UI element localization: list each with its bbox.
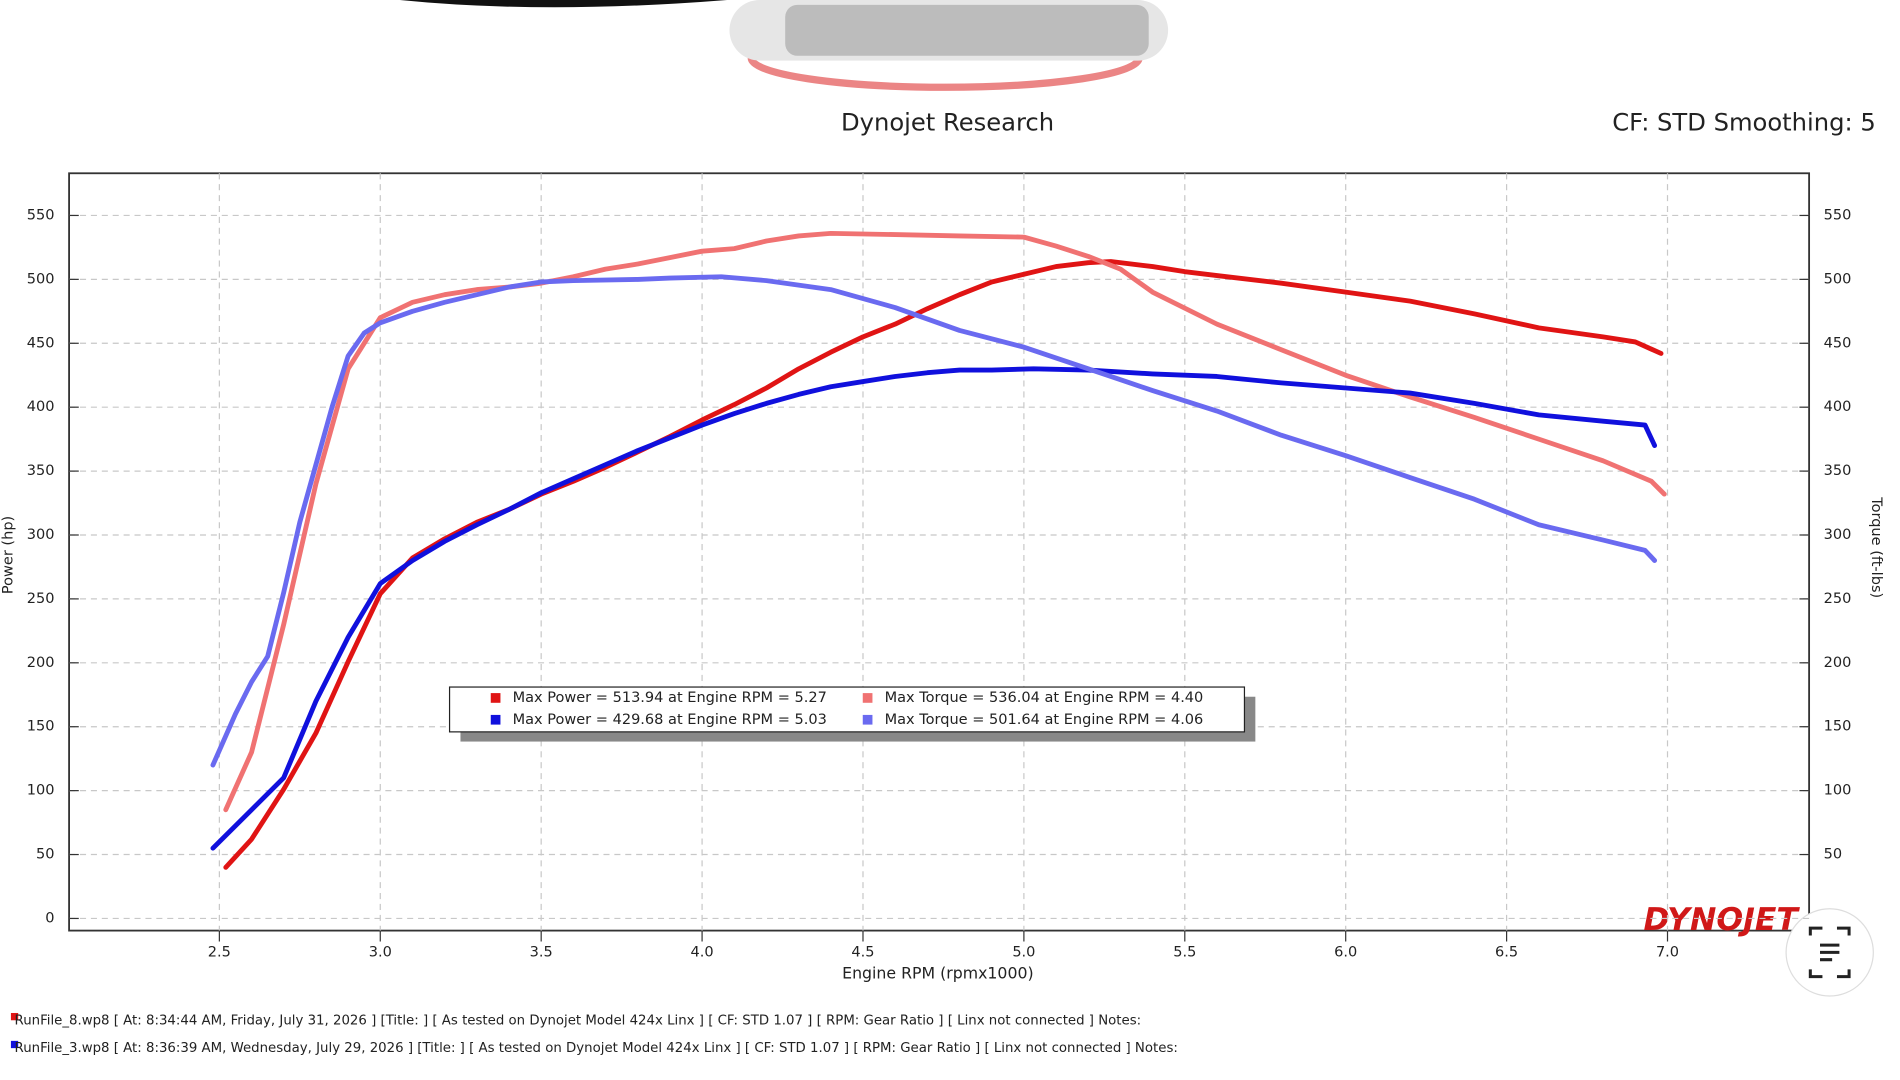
plot-area — [68, 172, 1811, 932]
legend-label: Max Torque = 501.64 at Engine RPM = 4.06 — [885, 712, 1204, 728]
y2-tick-label: 550 — [1824, 207, 1852, 223]
x-tick-label: 5.5 — [1173, 944, 1196, 960]
top-shape — [399, 0, 728, 8]
y-tick-label: 550 — [27, 207, 55, 223]
y-tick-label: 400 — [27, 399, 55, 415]
y-tick-label: 300 — [27, 527, 55, 543]
legend-swatch — [862, 693, 873, 703]
x-tick-label: 7.0 — [1656, 944, 1679, 960]
y2-tick-label: 50 — [1824, 847, 1843, 863]
x-tick-label: 3.0 — [369, 944, 392, 960]
series-line — [210, 366, 1658, 851]
x-tick-label: 6.0 — [1334, 944, 1357, 960]
y-tick-label: 250 — [27, 591, 55, 607]
y2-tick-label: 450 — [1824, 335, 1852, 351]
legend — [448, 686, 1246, 733]
series-line — [223, 230, 1667, 813]
x-tick-label: 3.5 — [530, 944, 553, 960]
y-tick-label: 450 — [27, 335, 55, 351]
y-tick-label: 0 — [45, 910, 54, 926]
y2-tick-label: 150 — [1824, 719, 1852, 735]
x-tick-label: 4.0 — [691, 944, 714, 960]
legend-swatch — [490, 693, 501, 703]
y2-tick-label: 350 — [1824, 463, 1852, 479]
footer-marker — [10, 1012, 19, 1021]
chart-title: Dynojet Research — [841, 109, 1054, 137]
logo: DYNOJET — [1643, 902, 1800, 938]
legend-label: Max Power = 429.68 at Engine RPM = 5.03 — [513, 712, 827, 728]
chart-subtitle: CF: STD Smoothing: 5 — [1612, 109, 1875, 137]
y-axis-label: Power (hp) — [0, 516, 16, 594]
x-tick-label: 6.5 — [1495, 944, 1518, 960]
y-tick-label: 350 — [27, 463, 55, 479]
y-tick-label: 150 — [27, 719, 55, 735]
footer-line: RunFile_8.wp8 [ At: 8:34:44 AM, Friday, … — [15, 1013, 1142, 1028]
footer-line: RunFile_3.wp8 [ At: 8:36:39 AM, Wednesda… — [15, 1041, 1178, 1056]
y2-axis-label: Torque (ft-lbs) — [1868, 496, 1884, 598]
y2-tick-label: 400 — [1824, 399, 1852, 415]
y2-tick-label: 500 — [1824, 271, 1852, 287]
x-tick-label: 5.0 — [1012, 944, 1035, 960]
y-tick-label: 100 — [27, 783, 55, 799]
legend-swatch — [862, 714, 873, 725]
y2-tick-label: 300 — [1824, 527, 1852, 543]
x-axis-label: Engine RPM (rpmx1000) — [842, 964, 1034, 983]
lens-icon — [1808, 926, 1851, 979]
legend-label: Max Torque = 536.04 at Engine RPM = 4.40 — [885, 690, 1204, 706]
y2-tick-label: 100 — [1824, 783, 1852, 799]
legend-label: Max Power = 513.94 at Engine RPM = 5.27 — [513, 690, 827, 706]
y2-tick-label: 200 — [1824, 655, 1852, 671]
y-tick-label: 50 — [36, 847, 54, 863]
series-line — [210, 274, 1658, 768]
footer-marker — [10, 1040, 19, 1049]
x-tick-label: 4.5 — [851, 944, 874, 960]
x-tick-label: 2.5 — [208, 944, 231, 960]
y-tick-label: 200 — [27, 655, 55, 671]
y-tick-label: 500 — [27, 271, 55, 287]
y2-tick-label: 250 — [1824, 591, 1852, 607]
blurred-content — [785, 4, 1149, 56]
legend-swatch — [490, 714, 501, 725]
